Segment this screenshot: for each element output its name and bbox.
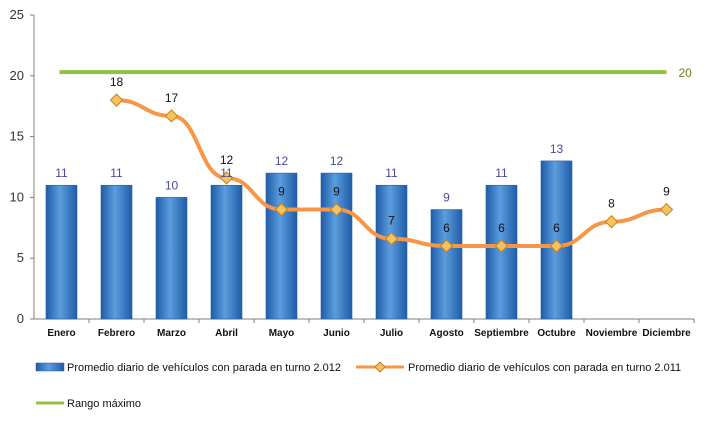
- x-tick-label: Septiembre: [474, 328, 529, 339]
- bar-data-label: 12: [330, 154, 344, 168]
- bar-data-label: 11: [220, 166, 233, 180]
- y-tick-label: 20: [10, 68, 24, 83]
- bar-data-label: 10: [165, 178, 179, 192]
- line-marker: [329, 202, 344, 217]
- legend: Promedio diario de vehículos con parada …: [35, 361, 681, 410]
- x-tick-label: Marzo: [157, 328, 186, 339]
- x-tick-label: Octubre: [537, 328, 576, 339]
- bar-data-label: 11: [385, 166, 398, 180]
- legend-label-limit: Rango máximo: [67, 398, 141, 410]
- line-data-label: 9: [663, 185, 670, 199]
- legend-swatch-marker: [374, 361, 386, 373]
- x-tick-label: Julio: [380, 328, 403, 339]
- bar: [155, 197, 188, 320]
- bar-data-label: 11: [110, 166, 123, 180]
- bar-series-2012: [45, 160, 573, 320]
- bar-data-label: 12: [275, 154, 289, 168]
- x-tick-label: Noviembre: [586, 328, 638, 339]
- x-tick-label: Diciembre: [642, 328, 691, 339]
- line-data-label: 9: [278, 185, 285, 199]
- line-data-label: 6: [443, 221, 450, 235]
- y-tick-label: 0: [17, 311, 24, 326]
- x-tick-label: Junio: [323, 328, 350, 339]
- legend-label-2011: Promedio diario de vehículos con parada …: [408, 362, 681, 374]
- line-marker: [109, 93, 124, 107]
- bar-data-label: 13: [550, 142, 564, 156]
- line-series-2011: [109, 93, 674, 253]
- legend-swatch-bar: [35, 362, 65, 372]
- bar: [430, 209, 463, 320]
- x-tick-label: Agosto: [429, 328, 463, 339]
- bar: [265, 172, 298, 320]
- line-marker: [384, 232, 399, 246]
- bar: [320, 172, 353, 320]
- line-marker: [439, 239, 454, 253]
- x-tick-label: Mayo: [269, 328, 295, 339]
- line-marker: [164, 109, 179, 123]
- line-path: [114, 98, 669, 249]
- bar: [45, 184, 78, 320]
- line-marker: [494, 239, 509, 253]
- line-marker: [219, 171, 234, 185]
- y-tick-label: 15: [10, 129, 24, 144]
- line-marker: [604, 215, 619, 229]
- line-data-label: 12: [220, 153, 234, 167]
- line-data-label: 9: [333, 185, 340, 199]
- line-data-label: 17: [165, 91, 179, 105]
- bar: [100, 184, 133, 320]
- x-tick-label: Enero: [47, 328, 75, 339]
- legend-label-2012: Promedio diario de vehículos con parada …: [67, 362, 341, 374]
- line-data-label: 6: [498, 221, 505, 235]
- line-data-label: 18: [110, 75, 124, 89]
- bar-data-label: 11: [55, 166, 68, 180]
- x-tick-label: Abril: [215, 328, 238, 339]
- line-marker: [659, 202, 674, 217]
- y-tick-label: 25: [10, 7, 24, 22]
- bar: [375, 184, 408, 320]
- x-tick-label: Febrero: [98, 328, 135, 339]
- line-marker: [274, 202, 289, 217]
- bar-data-label: 9: [443, 191, 450, 205]
- limit-data-label: 20: [679, 66, 693, 80]
- bar-data-label: 11: [495, 166, 508, 180]
- line-data-label: 7: [388, 214, 395, 228]
- y-tick-label: 10: [10, 189, 24, 204]
- line-data-label: 6: [553, 221, 560, 235]
- line-data-label: 8: [608, 197, 615, 211]
- bar: [210, 184, 243, 320]
- axes: 0 5 10 15 20 25 Enero Febrero Marzo Abril Mayo Juni…: [10, 7, 695, 339]
- line-marker: [549, 239, 564, 253]
- y-tick-label: 5: [17, 250, 24, 265]
